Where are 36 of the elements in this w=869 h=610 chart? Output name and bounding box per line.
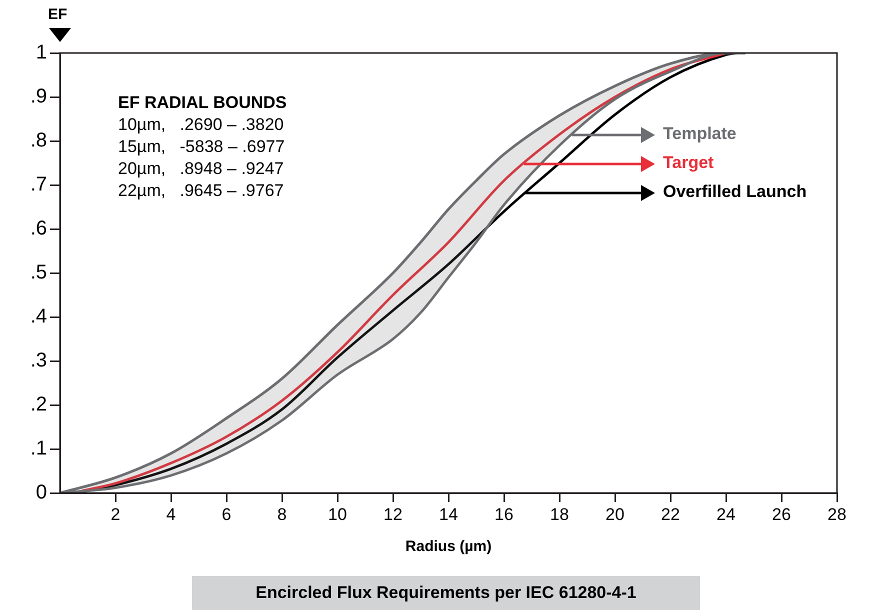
x-tick-label: 14 — [439, 504, 458, 524]
y-tick-label: .3 — [30, 350, 47, 372]
text: Encircled Flux Requirements per IEC 61280-4-1 — [192, 576, 700, 610]
annotation: 22µm, .9645 – .9767 — [118, 180, 285, 202]
legend-label: Overfilled Launch — [663, 182, 807, 202]
x-tick-label: 28 — [828, 504, 846, 524]
annotation: EF RADIAL BOUNDS — [118, 92, 287, 114]
x-axis-title: Radius (µm) — [405, 538, 492, 556]
legend-label: Template — [663, 124, 736, 144]
y-tick-label: .9 — [30, 86, 47, 108]
y-tick-label: .6 — [30, 218, 47, 240]
legend-label: Target — [663, 153, 714, 173]
y-tick-label: 1 — [36, 42, 47, 64]
y-axis-title: EF — [48, 6, 68, 23]
y-tick-label: .8 — [30, 130, 47, 152]
x-tick-label: 8 — [277, 504, 287, 524]
annotation: 10µm, .2690 – .3820 — [118, 114, 285, 136]
y-tick-label: 0 — [36, 482, 47, 504]
y-tick-label: .7 — [30, 174, 47, 196]
y-tick-label: .5 — [30, 262, 47, 284]
x-tick-label: 26 — [772, 504, 791, 524]
x-tick-label: 12 — [384, 504, 402, 524]
x-tick-label: 18 — [550, 504, 569, 524]
x-tick-label: 6 — [222, 504, 232, 524]
x-tick-label: 22 — [661, 504, 680, 524]
x-tick-label: 4 — [166, 504, 176, 524]
y-tick-label: .2 — [30, 394, 47, 416]
x-tick-label: 24 — [716, 504, 736, 524]
x-tick-label: 16 — [494, 504, 514, 524]
y-tick-label: .1 — [30, 438, 47, 460]
y-tick-label: .4 — [30, 306, 47, 328]
x-tick-label: 20 — [606, 504, 624, 524]
annotation: 20µm, .8948 – .9247 — [118, 158, 285, 180]
x-tick-label: 10 — [328, 504, 347, 524]
x-tick-label: 2 — [110, 504, 120, 524]
annotation: 15µm, -5838 – .6977 — [118, 136, 286, 158]
